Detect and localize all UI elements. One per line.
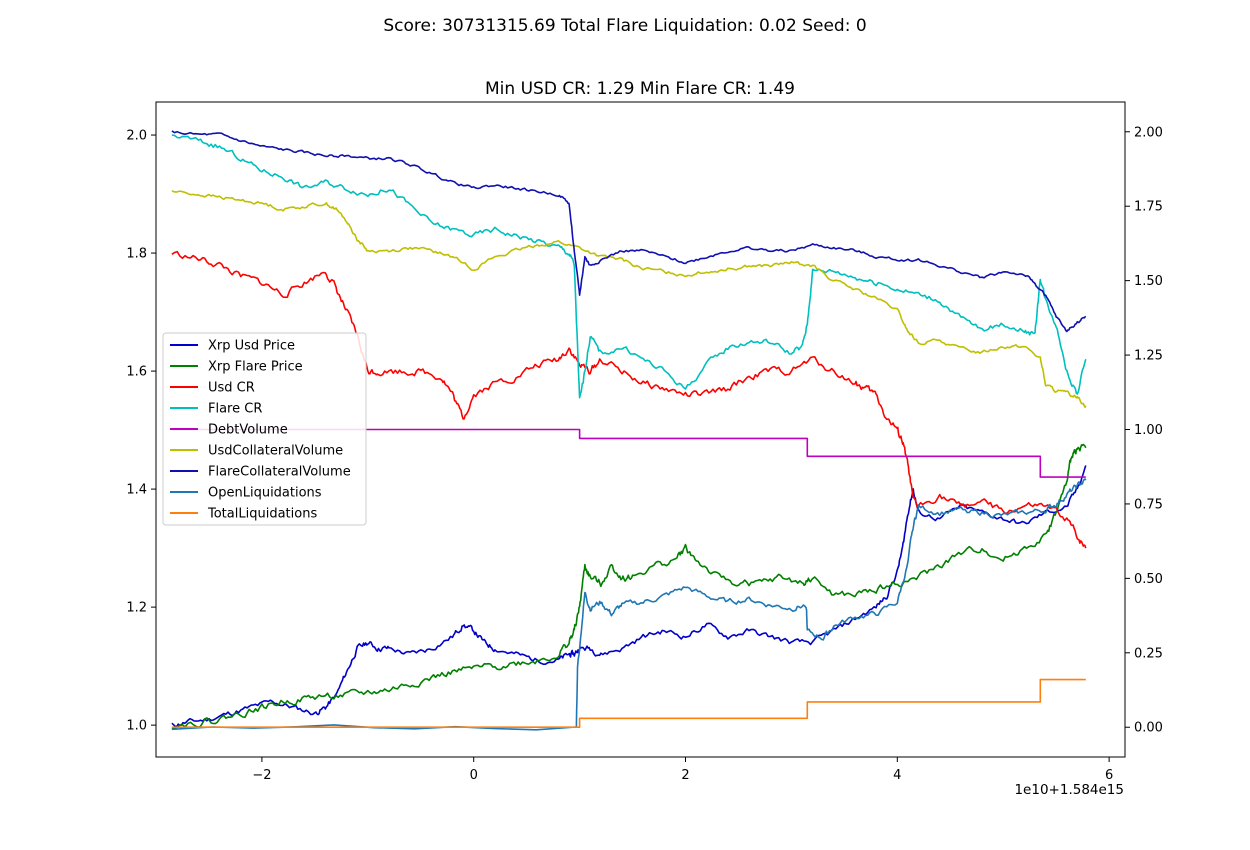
left-y-axis: 1.0 1.2 1.4 1.6 1.8 2.0 — [126, 129, 156, 734]
left-tick-label: 1.0 — [126, 719, 147, 734]
right-tick-label: 0.00 — [1134, 721, 1163, 736]
right-tick-label: 0.25 — [1134, 646, 1163, 661]
x-axis: −2 0 2 4 6 — [252, 757, 1113, 783]
series-line-totalliquidations — [171, 678, 1086, 728]
series-line-flare-cr — [171, 134, 1087, 399]
chart-title: Min USD CR: 1.29 Min Flare CR: 1.49 — [485, 79, 795, 99]
right-tick-label: 0.75 — [1134, 497, 1163, 512]
legend-label: UsdCollateralVolume — [208, 444, 343, 459]
right-tick-label: 1.75 — [1134, 200, 1163, 215]
right-tick-label: 1.50 — [1134, 274, 1163, 289]
legend-box — [162, 332, 367, 526]
left-tick-label: 1.8 — [126, 247, 147, 262]
legend-label: TotalLiquidations — [207, 507, 317, 522]
right-tick-label: 2.00 — [1134, 125, 1163, 140]
chart-suptitle: Score: 30731315.69 Total Flare Liquidati… — [383, 16, 866, 36]
x-tick-label: 6 — [1105, 768, 1113, 783]
left-tick-label: 1.2 — [126, 601, 147, 616]
left-tick-label: 1.6 — [126, 365, 147, 380]
right-tick-label: 0.50 — [1134, 572, 1163, 587]
legend-label: Xrp Flare Price — [208, 360, 303, 375]
series-line-usdcollateralvolume — [171, 190, 1087, 408]
legend-label: Xrp Usd Price — [208, 339, 295, 354]
right-y-axis: 0.00 0.25 0.50 0.75 1.00 1.25 1.50 1.75 2.00 — [1125, 125, 1163, 736]
x-tick-label: 0 — [470, 768, 478, 783]
series-layer — [171, 130, 1087, 731]
right-tick-label: 1.25 — [1134, 349, 1163, 364]
legend: Xrp Usd Price Xrp Flare Price Usd CR Flare … — [162, 332, 367, 526]
left-tick-label: 2.0 — [126, 129, 147, 144]
legend-label: FlareCollateralVolume — [208, 465, 351, 480]
legend-label: Flare CR — [208, 402, 262, 417]
series-line-usd-cr — [171, 250, 1087, 549]
legend-label: OpenLiquidations — [208, 486, 322, 501]
series-line-openliquidations — [171, 478, 1087, 731]
x-tick-label: 4 — [893, 768, 901, 783]
x-tick-label: 2 — [681, 768, 689, 783]
series-line-debtvolume — [171, 428, 1086, 478]
legend-label: DebtVolume — [208, 423, 288, 438]
legend-label: Usd CR — [208, 381, 255, 396]
series-line-flarecollateralvolume — [171, 130, 1087, 333]
x-tick-label: −2 — [252, 768, 271, 783]
right-tick-label: 1.00 — [1134, 423, 1163, 438]
x-offset-text: 1e10+1.584e15 — [1014, 782, 1124, 798]
left-tick-label: 1.4 — [126, 483, 147, 498]
series-line-xrp-flare-price — [171, 443, 1087, 730]
